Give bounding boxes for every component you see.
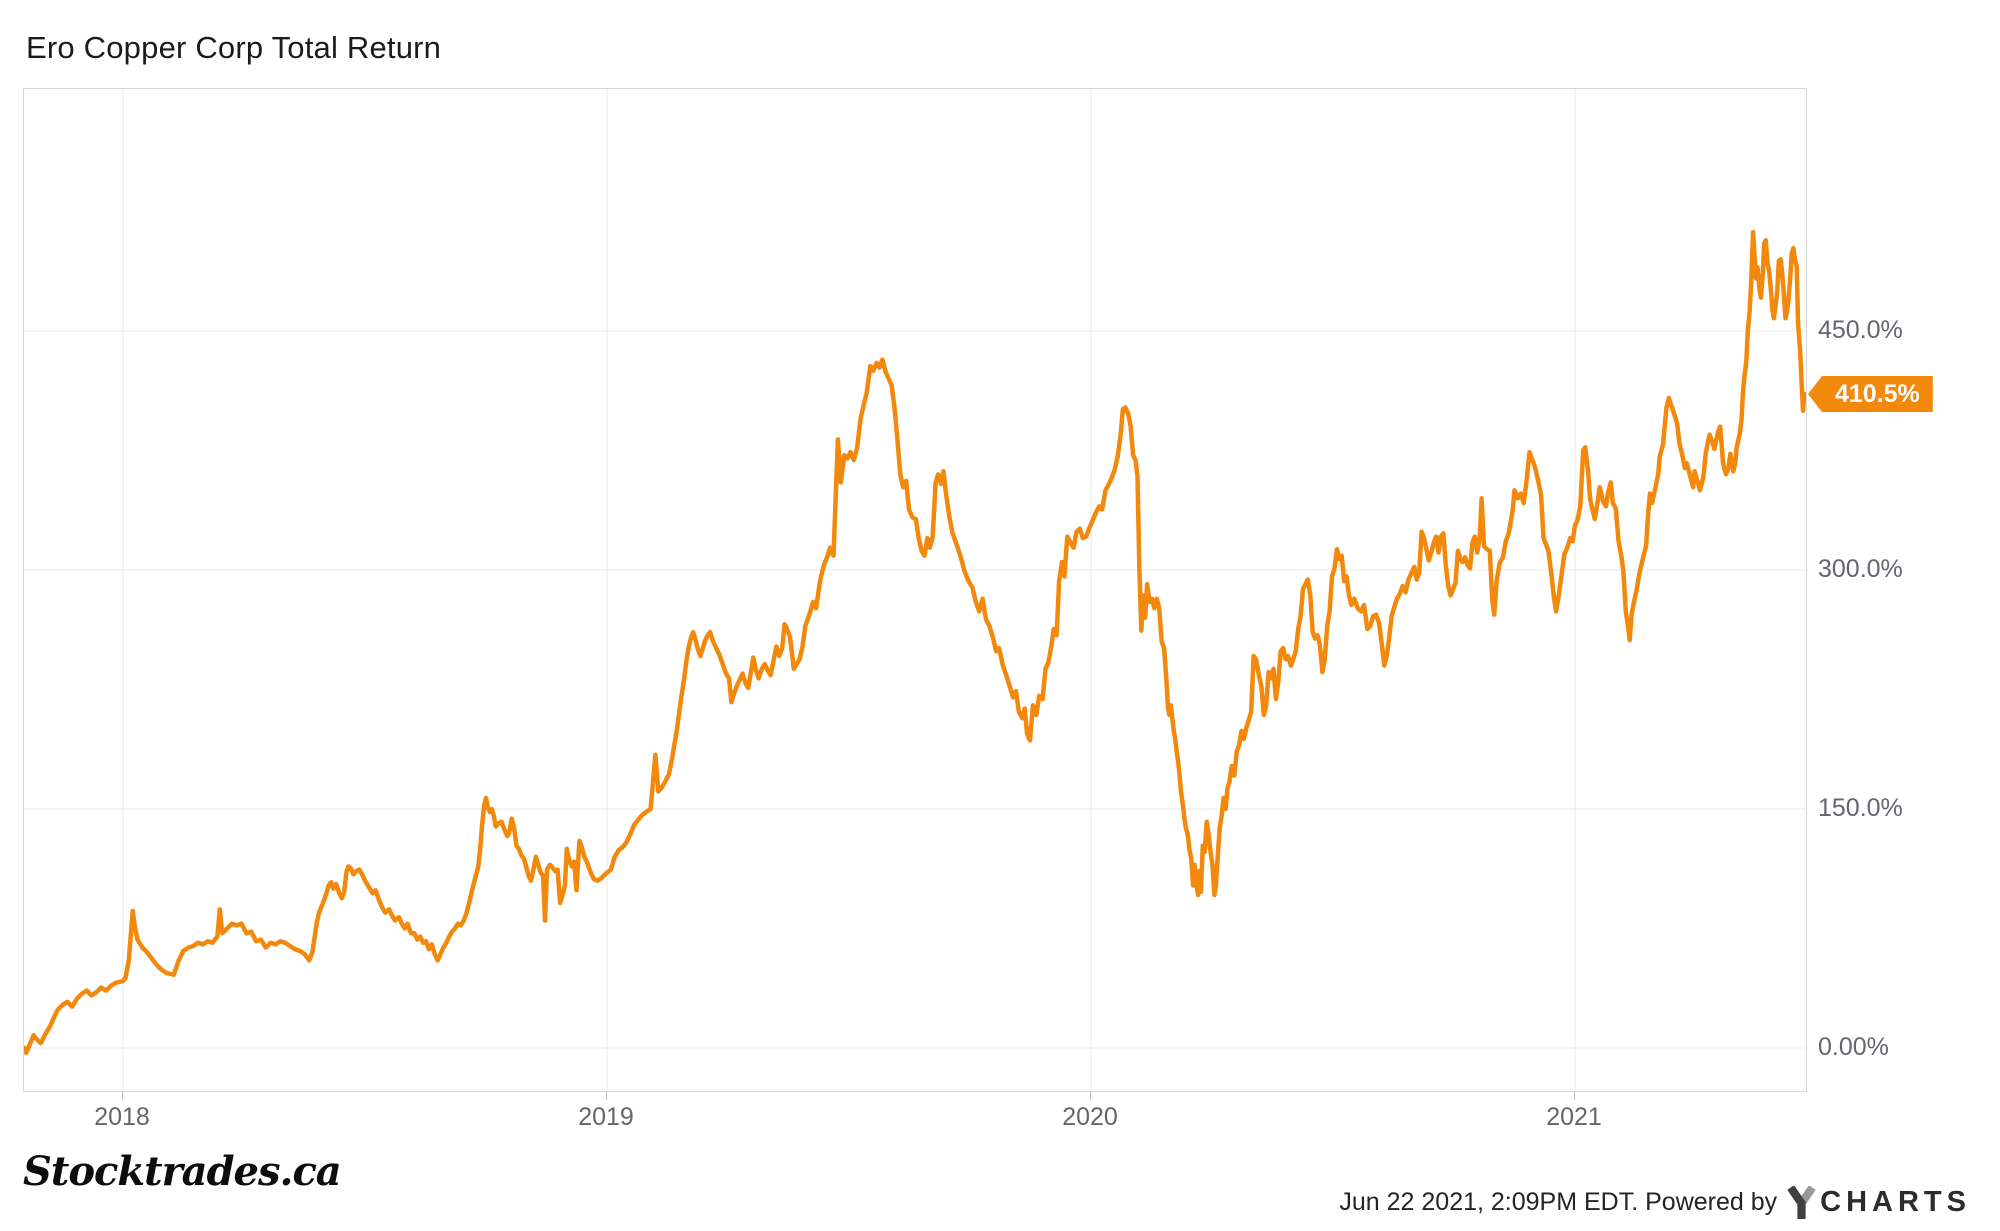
y-tick-label: 0.00% [1818, 1033, 1889, 1061]
x-axis-tick [1574, 1091, 1575, 1100]
ycharts-logo: CHARTS [1785, 1186, 1971, 1219]
footer: Jun 22 2021, 2:09PM EDT. Powered by CHAR… [1339, 1186, 1971, 1219]
y-tick-label: 150.0% [1818, 794, 1903, 822]
last-value-badge: 410.5% [1808, 376, 1933, 412]
x-tick-label: 2021 [1546, 1103, 1602, 1131]
plot-area [23, 88, 1807, 1092]
page-title: Ero Copper Corp Total Return [26, 30, 442, 65]
total-return-line-chart [24, 89, 1806, 1091]
gridlines [24, 89, 1806, 1091]
ycharts-wordmark: CHARTS [1820, 1186, 1971, 1218]
footer-timestamp: Jun 22 2021, 2:09PM EDT. [1339, 1188, 1639, 1216]
x-axis-tick [1090, 1091, 1091, 1100]
stocktrades-watermark: Stocktrades.ca [23, 1148, 342, 1195]
footer-powered-by: Powered by [1638, 1188, 1778, 1216]
y-tick-label: 300.0% [1818, 555, 1903, 583]
x-tick-label: 2020 [1062, 1103, 1118, 1131]
total-return-line [24, 229, 1806, 1056]
x-axis-tick [606, 1091, 607, 1100]
x-axis-tick [122, 1091, 123, 1100]
last-value-label: 410.5% [1835, 380, 1920, 408]
x-tick-label: 2018 [94, 1103, 150, 1131]
ycharts-y-icon [1787, 1186, 1816, 1219]
y-tick-label: 450.0% [1818, 316, 1903, 344]
x-tick-label: 2019 [578, 1103, 634, 1131]
